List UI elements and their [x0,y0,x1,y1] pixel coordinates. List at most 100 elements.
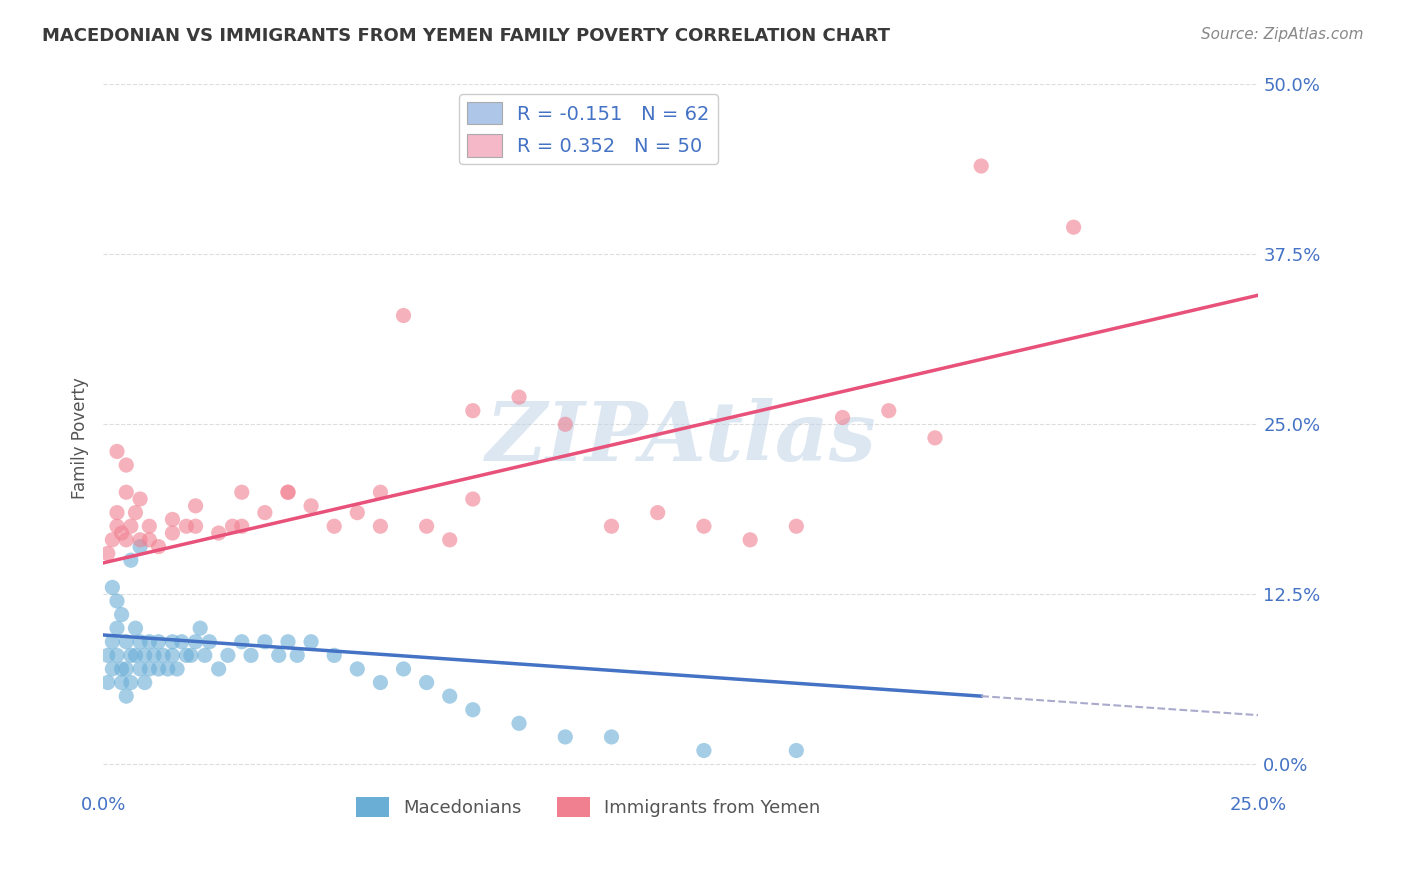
Point [184,499,207,513]
Point [277,485,299,500]
Point [110,675,132,690]
Point [115,458,138,472]
Point [115,533,138,547]
Point [198,634,221,648]
Point [105,519,128,533]
Point [693,743,716,757]
Point [101,662,124,676]
Point [115,485,138,500]
Point [156,662,179,676]
Point [240,648,263,663]
Point [97,648,120,663]
Point [508,390,530,404]
Point [299,634,322,648]
Point [148,634,170,648]
Point [346,506,368,520]
Point [554,730,576,744]
Point [129,533,152,547]
Point [115,662,138,676]
Point [277,485,299,500]
Point [105,648,128,663]
Point [162,526,184,541]
Point [439,533,461,547]
Point [253,634,276,648]
Point [110,662,132,676]
Point [162,512,184,526]
Point [176,519,198,533]
Point [346,662,368,676]
Point [785,743,807,757]
Point [461,703,484,717]
Point [392,662,415,676]
Point [831,410,853,425]
Point [208,662,231,676]
Point [120,648,142,663]
Point [600,519,623,533]
Point [129,634,152,648]
Point [170,634,193,648]
Point [267,648,290,663]
Point [600,730,623,744]
Point [138,519,160,533]
Text: MACEDONIAN VS IMMIGRANTS FROM YEMEN FAMILY POVERTY CORRELATION CHART: MACEDONIAN VS IMMIGRANTS FROM YEMEN FAMI… [42,27,890,45]
Point [120,519,142,533]
Point [134,648,156,663]
Point [110,607,132,622]
Point [129,540,152,554]
Point [101,634,124,648]
Point [105,621,128,635]
Point [120,675,142,690]
Point [97,546,120,560]
Point [231,485,253,500]
Legend: Macedonians, Immigrants from Yemen: Macedonians, Immigrants from Yemen [349,789,828,825]
Text: Source: ZipAtlas.com: Source: ZipAtlas.com [1201,27,1364,42]
Point [138,662,160,676]
Point [740,533,762,547]
Point [138,533,160,547]
Point [176,648,198,663]
Point [124,648,146,663]
Point [184,519,207,533]
Point [785,519,807,533]
Point [148,540,170,554]
Point [105,506,128,520]
Point [231,519,253,533]
Point [129,491,152,506]
Point [110,526,132,541]
Point [231,634,253,648]
Point [277,634,299,648]
Point [148,662,170,676]
Point [299,499,322,513]
Point [461,491,484,506]
Point [184,634,207,648]
Y-axis label: Family Poverty: Family Poverty [72,377,89,499]
Point [129,662,152,676]
Point [439,689,461,703]
Point [101,533,124,547]
Point [120,553,142,567]
Point [115,689,138,703]
Point [180,648,202,663]
Point [115,634,138,648]
Point [101,581,124,595]
Point [370,519,392,533]
Point [285,648,308,663]
Point [208,526,231,541]
Point [415,675,437,690]
Point [877,403,900,417]
Point [124,621,146,635]
Point [134,675,156,690]
Point [138,634,160,648]
Point [221,519,243,533]
Point [392,309,415,323]
Point [188,621,211,635]
Point [105,444,128,458]
Point [415,519,437,533]
Point [461,403,484,417]
Point [647,506,669,520]
Point [124,506,146,520]
Point [97,675,120,690]
Point [323,519,346,533]
Point [924,431,946,445]
Point [693,519,716,533]
